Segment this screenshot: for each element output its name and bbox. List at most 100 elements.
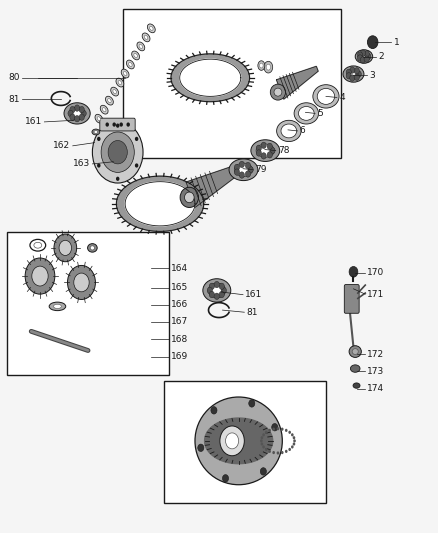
Ellipse shape	[195, 397, 283, 484]
Text: 161: 161	[245, 290, 262, 299]
Ellipse shape	[113, 90, 117, 94]
Circle shape	[70, 107, 75, 113]
Ellipse shape	[132, 51, 140, 60]
Circle shape	[207, 287, 212, 294]
Circle shape	[261, 153, 266, 159]
Ellipse shape	[124, 71, 127, 76]
Text: 1: 1	[394, 38, 399, 47]
Text: 174: 174	[367, 384, 385, 393]
Circle shape	[135, 137, 138, 141]
Circle shape	[219, 292, 224, 298]
Circle shape	[54, 234, 77, 262]
Circle shape	[256, 150, 261, 156]
Circle shape	[198, 444, 204, 451]
Text: 166: 166	[171, 300, 188, 309]
Text: 81: 81	[8, 94, 19, 103]
Circle shape	[288, 431, 291, 434]
Circle shape	[354, 68, 359, 74]
Ellipse shape	[149, 26, 153, 30]
Circle shape	[265, 448, 268, 451]
Circle shape	[67, 265, 95, 300]
Ellipse shape	[313, 85, 339, 108]
Ellipse shape	[274, 88, 282, 96]
Circle shape	[367, 36, 378, 49]
Ellipse shape	[353, 383, 360, 388]
Circle shape	[291, 446, 293, 449]
Ellipse shape	[127, 60, 134, 69]
Circle shape	[281, 427, 283, 431]
Text: 80: 80	[8, 73, 19, 82]
Circle shape	[79, 114, 85, 120]
Circle shape	[265, 431, 268, 434]
Circle shape	[239, 172, 244, 178]
Ellipse shape	[355, 50, 373, 63]
Circle shape	[209, 283, 215, 289]
Ellipse shape	[88, 244, 97, 252]
Ellipse shape	[264, 61, 273, 73]
Circle shape	[350, 67, 355, 73]
Ellipse shape	[260, 63, 263, 68]
Circle shape	[97, 164, 101, 167]
Ellipse shape	[100, 106, 108, 114]
Circle shape	[101, 132, 134, 172]
Circle shape	[262, 446, 265, 449]
Ellipse shape	[294, 103, 318, 124]
Ellipse shape	[277, 120, 301, 142]
Text: 165: 165	[171, 283, 188, 292]
Circle shape	[108, 141, 127, 164]
Polygon shape	[205, 418, 273, 464]
Text: 167: 167	[171, 317, 188, 326]
Circle shape	[234, 169, 240, 175]
Circle shape	[92, 122, 143, 183]
Circle shape	[261, 436, 263, 439]
Circle shape	[293, 442, 295, 446]
Circle shape	[209, 292, 215, 298]
Circle shape	[74, 273, 89, 292]
Circle shape	[70, 114, 75, 120]
Ellipse shape	[298, 107, 314, 120]
Text: 170: 170	[367, 269, 385, 277]
Circle shape	[106, 123, 109, 127]
Circle shape	[364, 56, 369, 62]
FancyBboxPatch shape	[100, 118, 135, 131]
Bar	[7, 232, 169, 375]
Circle shape	[74, 105, 80, 111]
Text: 78: 78	[278, 146, 290, 155]
Circle shape	[357, 55, 363, 61]
Polygon shape	[186, 163, 246, 207]
Circle shape	[220, 426, 244, 456]
Circle shape	[285, 429, 288, 432]
Ellipse shape	[348, 70, 359, 78]
Ellipse shape	[184, 192, 194, 203]
Ellipse shape	[94, 131, 98, 133]
Circle shape	[270, 148, 275, 154]
Ellipse shape	[108, 99, 111, 103]
Circle shape	[288, 448, 291, 451]
Circle shape	[267, 143, 272, 150]
Circle shape	[262, 433, 265, 437]
Text: 4: 4	[339, 93, 345, 102]
Circle shape	[360, 50, 366, 56]
Circle shape	[366, 53, 371, 60]
Text: 163: 163	[73, 159, 90, 168]
Ellipse shape	[180, 187, 198, 207]
Ellipse shape	[142, 33, 150, 42]
Ellipse shape	[121, 69, 129, 78]
Circle shape	[214, 281, 219, 288]
Circle shape	[356, 71, 361, 77]
Circle shape	[268, 429, 271, 432]
Circle shape	[293, 439, 296, 442]
Circle shape	[74, 116, 80, 122]
Ellipse shape	[349, 346, 361, 358]
Circle shape	[135, 164, 138, 167]
Ellipse shape	[69, 107, 85, 120]
Ellipse shape	[350, 365, 360, 372]
Circle shape	[277, 451, 279, 455]
Circle shape	[260, 439, 263, 442]
Ellipse shape	[34, 243, 42, 248]
Circle shape	[223, 474, 229, 482]
Circle shape	[349, 266, 358, 277]
Circle shape	[32, 266, 48, 286]
Ellipse shape	[281, 124, 297, 138]
Circle shape	[272, 427, 275, 431]
